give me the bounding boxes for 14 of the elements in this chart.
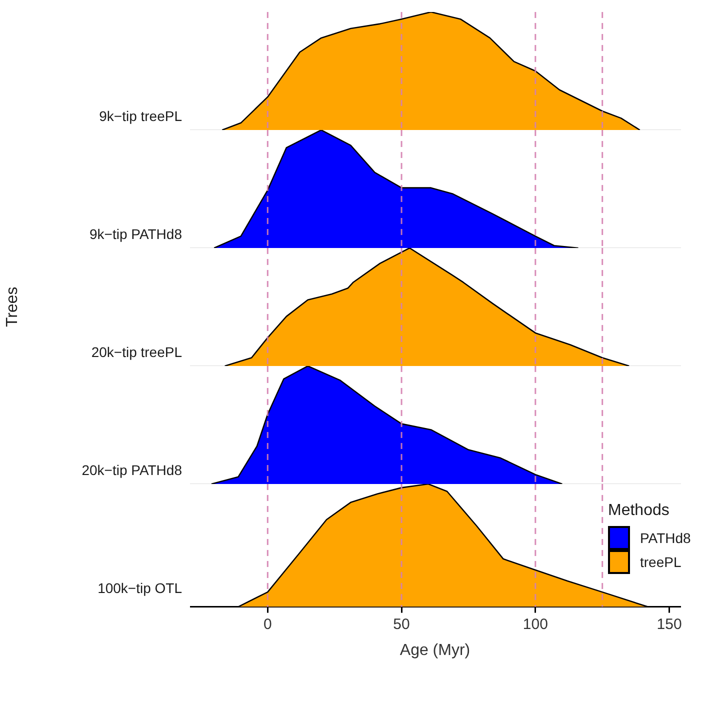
legend-label: treePL [640,554,682,570]
x-tick-label: 100 [522,616,548,633]
x-tick-label: 50 [393,616,410,633]
text: Trees [4,286,22,327]
legend-title: Methods [608,502,670,520]
y-axis-title: 9k−tip PATHd8 [90,226,182,242]
x-tick-label: 150 [656,616,682,633]
y-axis-title: 20k−tip PATHd8 [82,462,182,478]
text: PATHd8 [640,530,691,546]
y-axis-title: 20k−tip treePL [91,344,182,360]
y-axis-title: 9k−tip treePL [99,108,182,124]
y-axis-title: 100k−tip OTL [98,580,182,596]
x-axis-title: Age (Myr) [400,642,470,659]
x-tick-label: 0 [263,616,272,633]
